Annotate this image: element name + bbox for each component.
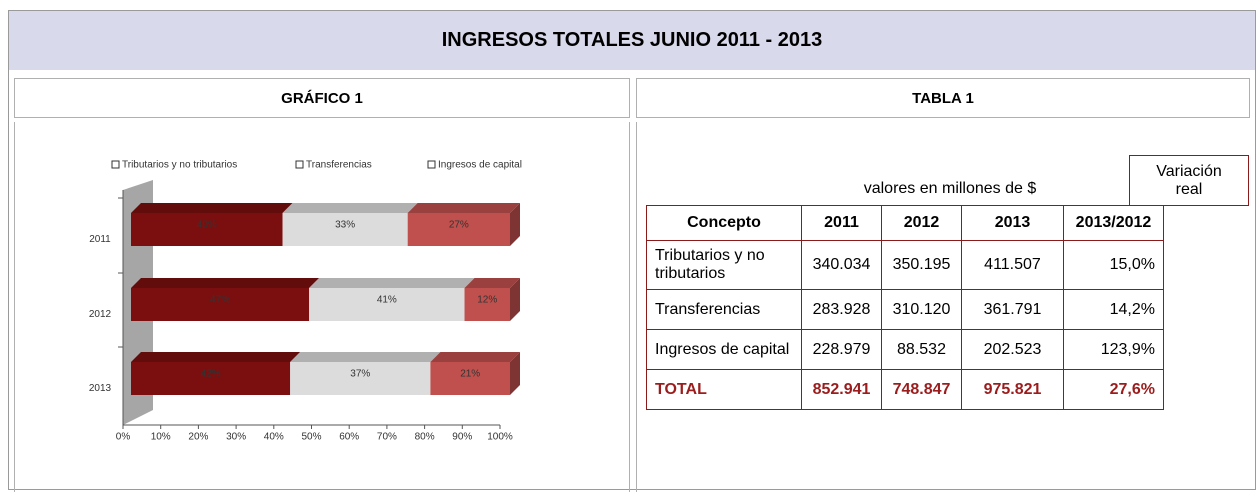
cell: 411.507 xyxy=(961,240,1064,290)
header-row: Concepto 2011 2012 2013 2013/2012 xyxy=(646,205,1164,241)
bar-value-label: 40% xyxy=(197,220,217,231)
bar-top xyxy=(430,352,520,362)
legend-label: Tributarios y no tributarios xyxy=(122,160,237,171)
cell: 852.941 xyxy=(801,369,882,410)
row: TOTAL 852.941 748.847 975.821 27,6% xyxy=(646,369,1164,410)
cell: 228.979 xyxy=(801,329,882,370)
cell: 202.523 xyxy=(961,329,1064,370)
cell: 350.195 xyxy=(881,240,962,290)
bar xyxy=(309,288,465,321)
cell: 975.821 xyxy=(961,369,1064,410)
table: Concepto 2011 2012 2013 2013/2012 Tributarios… xyxy=(646,205,1164,410)
bar-value-label: 33% xyxy=(335,220,355,231)
header-cell: Concepto xyxy=(646,205,802,241)
cell: 123,9% xyxy=(1063,329,1164,370)
cell: 27,6% xyxy=(1063,369,1164,410)
bar xyxy=(282,213,408,246)
bar-value-label: 12% xyxy=(477,295,497,306)
note: valores en millones de $ xyxy=(863,180,1037,197)
bar-value-label: 37% xyxy=(350,369,370,380)
legend-marker xyxy=(295,160,304,169)
x-tick-label: 60% xyxy=(339,432,359,443)
x-tick-label: 40% xyxy=(264,432,284,443)
row: Ingresos de capital 228.979 88.532 202.523 1… xyxy=(646,329,1164,370)
bar-side xyxy=(510,278,520,321)
bar-top xyxy=(407,203,520,213)
variation-header: Variación real xyxy=(1129,155,1249,206)
bar xyxy=(407,213,510,246)
bar-top xyxy=(131,352,301,362)
bar-top xyxy=(290,352,441,362)
x-tick-label: 70% xyxy=(377,432,397,443)
cell: Transferencias xyxy=(646,289,802,330)
bar xyxy=(131,213,283,246)
chart: 0% 10% 20% 30% 40% 50% 60% 70% 80% 90% 100% Tributa… xyxy=(89,160,522,443)
bar xyxy=(131,288,310,321)
bar-value-label: 21% xyxy=(460,369,480,380)
cell: 748.847 xyxy=(881,369,962,410)
panel-heading: GRÁFICO 1 xyxy=(14,78,630,118)
y-tick-label: 2013 xyxy=(89,383,112,394)
cell: 15,0% xyxy=(1063,240,1164,290)
cell: 88.532 xyxy=(881,329,962,370)
cell: Ingresos de capital xyxy=(646,329,802,370)
bar-value-label: 27% xyxy=(449,220,469,231)
x-tick-label: 30% xyxy=(226,432,246,443)
x-tick-label: 100% xyxy=(487,432,513,443)
header-cell: 2013 xyxy=(961,205,1064,241)
legend-marker xyxy=(427,160,436,169)
header-cell: 2012 xyxy=(881,205,962,241)
table-panel xyxy=(636,122,1250,492)
bar xyxy=(430,362,510,395)
bar-top xyxy=(131,278,320,288)
bar-side xyxy=(510,352,520,395)
x-tick-label: 50% xyxy=(301,432,321,443)
x-tick-label: 80% xyxy=(415,432,435,443)
title: INGRESOS TOTALES JUNIO 2011 - 2013 xyxy=(9,11,1255,70)
bar-top xyxy=(131,203,293,213)
cell: Tributarios y no tributarios xyxy=(646,240,802,290)
cell: 340.034 xyxy=(801,240,882,290)
x-tick-label: 20% xyxy=(188,432,208,443)
bar-top xyxy=(282,203,418,213)
header-cell: 2013/2012 xyxy=(1063,205,1164,241)
bar xyxy=(464,288,510,321)
cell: 14,2% xyxy=(1063,289,1164,330)
bar xyxy=(290,362,431,395)
header-cell: 2011 xyxy=(801,205,882,241)
bar-value-label: 41% xyxy=(377,295,397,306)
x-tick-label: 90% xyxy=(452,432,472,443)
y-tick-label: 2011 xyxy=(89,234,111,245)
legend-marker xyxy=(111,160,120,169)
bar-value-label: 42% xyxy=(201,369,221,380)
x-tick-label: 10% xyxy=(151,432,171,443)
legend-label: Ingresos de capital xyxy=(438,160,522,171)
cell: TOTAL xyxy=(646,369,802,410)
row: Tributarios y no tributarios 340.034 350.1… xyxy=(646,240,1164,290)
panel-heading: TABLA 1 xyxy=(636,78,1250,118)
cell: 283.928 xyxy=(801,289,882,330)
legend-label: Transferencias xyxy=(306,160,372,171)
bar-top xyxy=(464,278,520,288)
cell: 310.120 xyxy=(881,289,962,330)
bar-value-label: 47% xyxy=(210,295,230,306)
y-tick-label: 2012 xyxy=(89,309,112,320)
x-tick-label: 0% xyxy=(116,432,131,443)
cell: 361.791 xyxy=(961,289,1064,330)
row: Transferencias 283.928 310.120 361.791 14,2% xyxy=(646,289,1164,330)
bar xyxy=(131,362,291,395)
chart-panel xyxy=(14,122,630,492)
bar-top xyxy=(309,278,475,288)
bar-side xyxy=(510,203,520,246)
